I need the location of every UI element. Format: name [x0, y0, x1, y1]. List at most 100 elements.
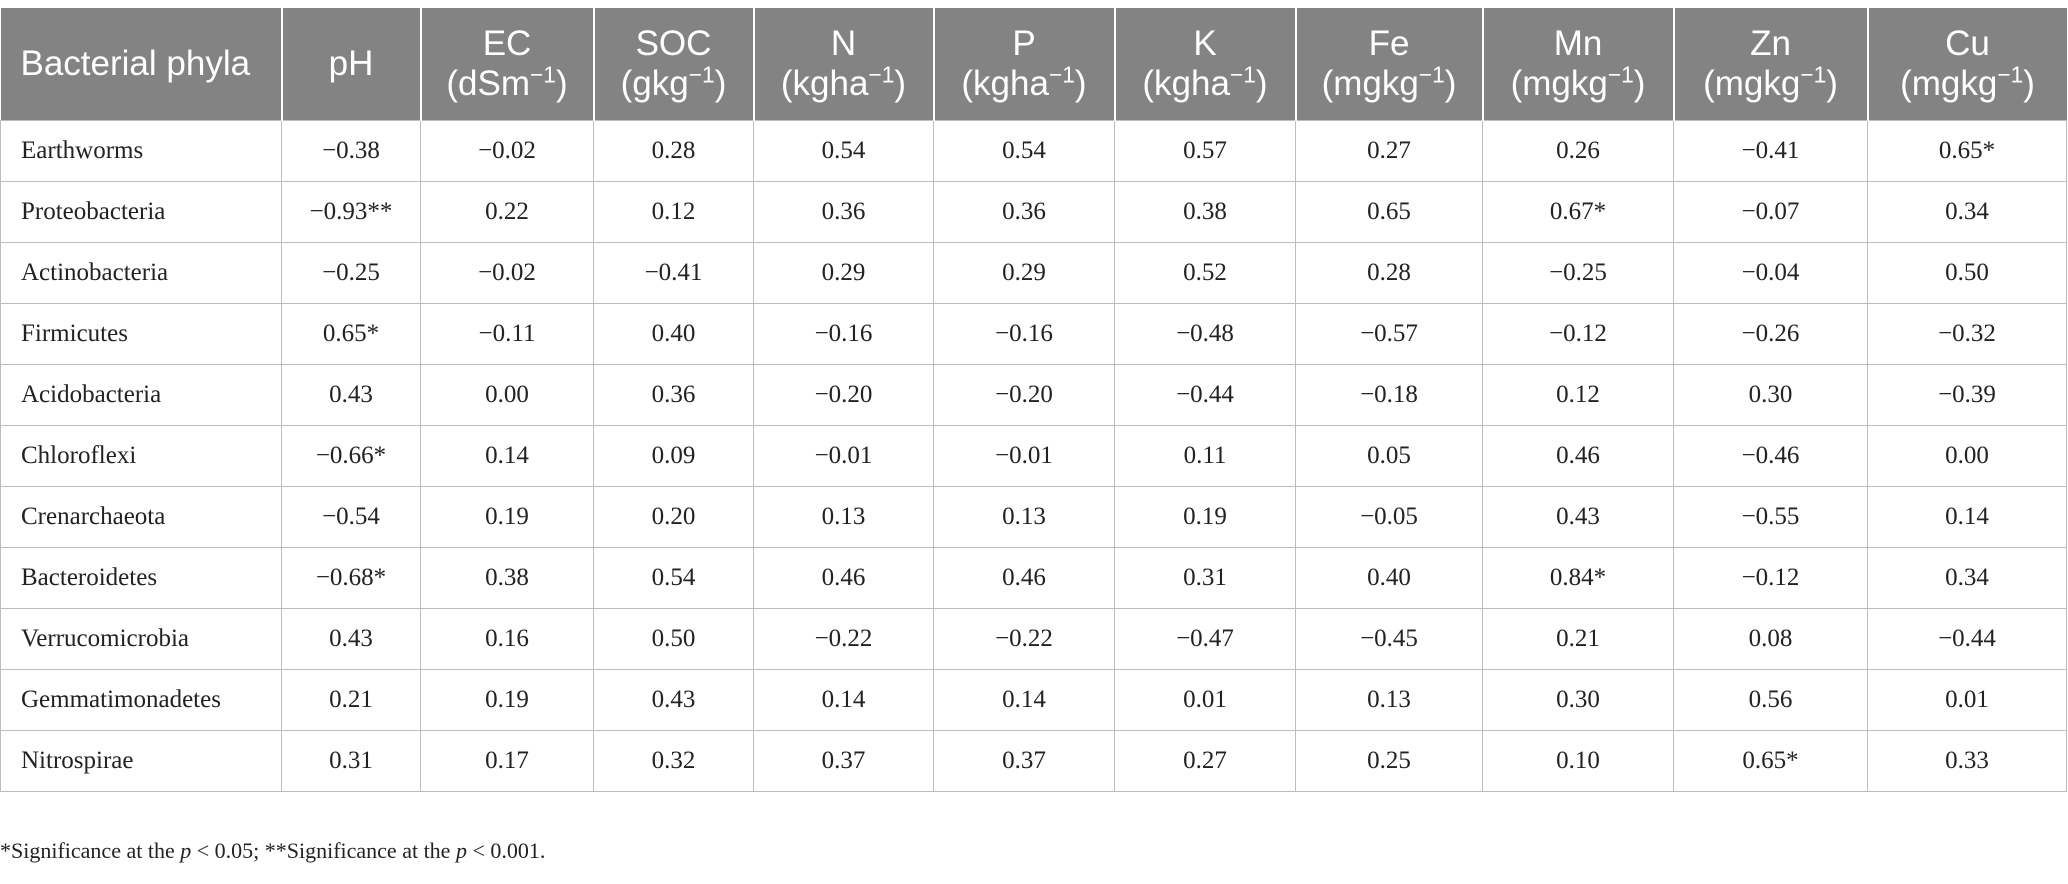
table-row: Verrucomicrobia 0.43 0.16 0.50 −0.22 −0.22 −0.… [0, 608, 2067, 670]
table-cell: 0.19 [420, 669, 594, 731]
table-cell: 0.00 [420, 364, 594, 426]
table-cell: 0.46 [753, 547, 934, 609]
table-cell: 0.36 [933, 181, 1115, 243]
table-cell: −0.22 [933, 608, 1115, 670]
table-cell: 0.29 [753, 242, 934, 304]
table-cell: 0.56 [1673, 669, 1868, 731]
table-cell: 0.43 [281, 364, 421, 426]
table-cell: −0.38 [281, 120, 421, 182]
table-cell: −0.68* [281, 547, 421, 609]
table-cell: −0.45 [1295, 608, 1483, 670]
table-row: Firmicutes 0.65* −0.11 0.40 −0.16 −0.16 −0.48−… [0, 303, 2067, 365]
header-phyla: Bacterial phyla [0, 8, 283, 121]
table-cell: 0.14 [933, 669, 1115, 731]
table-cell: −0.47 [1114, 608, 1296, 670]
table-cell: −0.12 [1673, 547, 1868, 609]
table-header: Bacterial phyla pH EC (dSm−1) SOC (gkg−1) … [0, 8, 2067, 121]
table-cell: 0.40 [1295, 547, 1483, 609]
table-cell: −0.07 [1673, 181, 1868, 243]
table-row: Nitrospirae 0.31 0.17 0.32 0.37 0.37 0.27 0.25 0… [0, 730, 2067, 792]
table-cell: 0.36 [593, 364, 754, 426]
table-row: Acidobacteria 0.43 0.00 0.36 −0.20 −0.20 −0.44… [0, 364, 2067, 426]
row-label: Gemmatimonadetes [0, 669, 282, 731]
row-label: Nitrospirae [0, 730, 282, 792]
table-cell: −0.55 [1673, 486, 1868, 548]
table-row: Earthworms −0.38 −0.02 0.28 0.54 0.54 0.57 0.27… [0, 120, 2067, 182]
table-container: Bacterial phyla pH EC (dSm−1) SOC (gkg−1) … [0, 8, 2067, 792]
table-cell: −0.32 [1867, 303, 2067, 365]
header-mn: Mn (mgkg−1) [1482, 8, 1675, 121]
table-cell: 0.30 [1673, 364, 1868, 426]
table-cell: 0.84* [1482, 547, 1674, 609]
row-label: Firmicutes [0, 303, 282, 365]
table-cell: −0.25 [1482, 242, 1674, 304]
row-label: Proteobacteria [0, 181, 282, 243]
table-cell: 0.00 [1867, 425, 2067, 487]
table-cell: 0.17 [420, 730, 594, 792]
table-cell: 0.12 [1482, 364, 1674, 426]
table-cell: 0.31 [281, 730, 421, 792]
table-cell: 0.30 [1482, 669, 1674, 731]
table-cell: −0.16 [933, 303, 1115, 365]
table-cell: −0.11 [420, 303, 594, 365]
table-cell: 0.21 [281, 669, 421, 731]
table-cell: 0.25 [1295, 730, 1483, 792]
row-label: Bacteroidetes [0, 547, 282, 609]
header-fe: Fe (mgkg−1) [1295, 8, 1484, 121]
table-cell: 0.57 [1114, 120, 1296, 182]
header-ec: EC (dSm−1) [420, 8, 595, 121]
table-cell: 0.05 [1295, 425, 1483, 487]
table-cell: 0.65* [281, 303, 421, 365]
table-cell: −0.18 [1295, 364, 1483, 426]
table-cell: 0.37 [753, 730, 934, 792]
table-cell: 0.26 [1482, 120, 1674, 182]
table-cell: −0.66* [281, 425, 421, 487]
table-cell: 0.43 [593, 669, 754, 731]
table-cell: 0.13 [933, 486, 1115, 548]
table-cell: 0.38 [1114, 181, 1296, 243]
table-cell: 0.09 [593, 425, 754, 487]
table-cell: 0.54 [593, 547, 754, 609]
table-cell: −0.93** [281, 181, 421, 243]
table-cell: 0.08 [1673, 608, 1868, 670]
header-ph: pH [281, 8, 422, 121]
row-label: Earthworms [0, 120, 282, 182]
row-label: Verrucomicrobia [0, 608, 282, 670]
table-cell: 0.14 [420, 425, 594, 487]
table-cell: 0.54 [753, 120, 934, 182]
table-body: Earthworms −0.38 −0.02 0.28 0.54 0.54 0.57 0.27… [0, 120, 2067, 792]
table-row: Proteobacteria −0.93** 0.22 0.12 0.36 0.36 0.3… [0, 181, 2067, 243]
table-cell: 0.01 [1114, 669, 1296, 731]
table-cell: 0.21 [1482, 608, 1674, 670]
table-cell: 0.38 [420, 547, 594, 609]
table-cell: 0.40 [593, 303, 754, 365]
table-cell: 0.33 [1867, 730, 2067, 792]
table-cell: 0.20 [593, 486, 754, 548]
table-cell: 0.65* [1867, 120, 2067, 182]
table-cell: 0.16 [420, 608, 594, 670]
table-cell: −0.02 [420, 120, 594, 182]
table-row: Actinobacteria −0.25 −0.02 −0.41 0.29 0.29 0.5… [0, 242, 2067, 304]
table-cell: 0.46 [1482, 425, 1674, 487]
table-cell: 0.50 [1867, 242, 2067, 304]
table-cell: 0.65* [1673, 730, 1868, 792]
header-row: Bacterial phyla pH EC (dSm−1) SOC (gkg−1) … [0, 8, 2067, 121]
table-cell: 0.43 [1482, 486, 1674, 548]
table-cell: 0.43 [281, 608, 421, 670]
table-cell: 0.12 [593, 181, 754, 243]
table-cell: −0.22 [753, 608, 934, 670]
footnote: *Significance at the p < 0.05; **Signifi… [0, 838, 546, 863]
table-cell: 0.29 [933, 242, 1115, 304]
table-cell: 0.36 [753, 181, 934, 243]
table-cell: −0.44 [1114, 364, 1296, 426]
table-cell: 0.13 [1295, 669, 1483, 731]
table-cell: 0.13 [753, 486, 934, 548]
header-p: P (kgha−1) [933, 8, 1116, 121]
table-cell: −0.05 [1295, 486, 1483, 548]
table-row: Bacteroidetes −0.68* 0.38 0.54 0.46 0.46 0.31 0… [0, 547, 2067, 609]
table-cell: 0.28 [593, 120, 754, 182]
table-cell: 0.65 [1295, 181, 1483, 243]
table-cell: 0.34 [1867, 181, 2067, 243]
table-cell: −0.25 [281, 242, 421, 304]
table-cell: 0.19 [1114, 486, 1296, 548]
